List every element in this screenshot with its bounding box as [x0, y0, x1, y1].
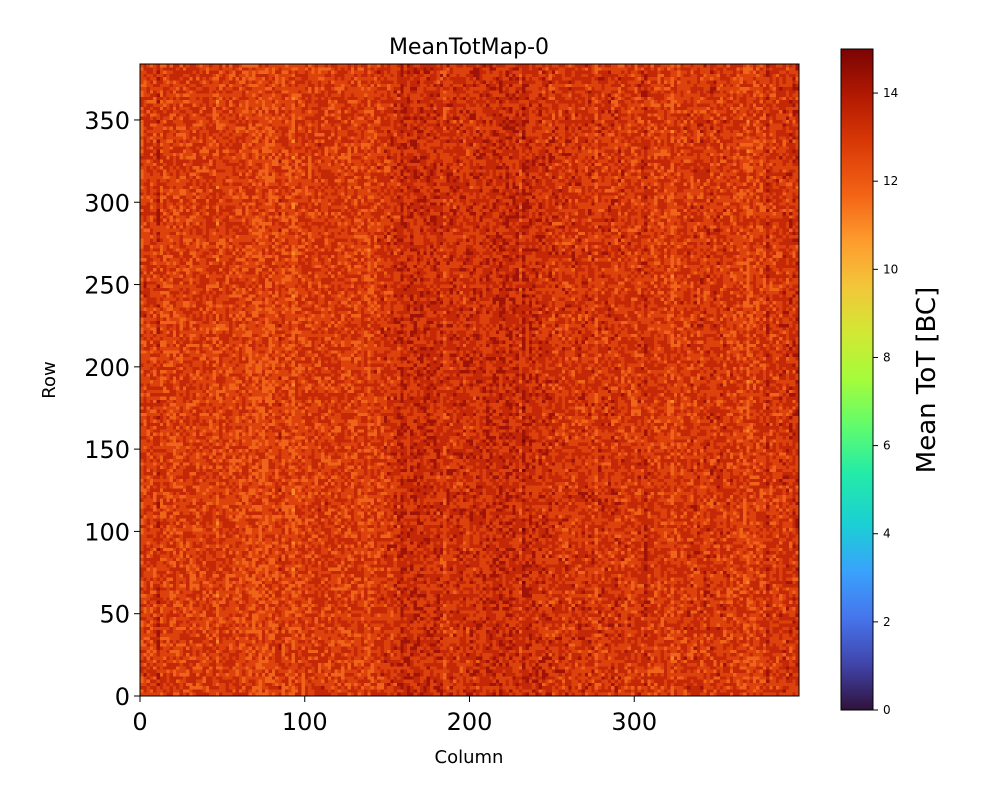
colorbar-tick-label: 8: [883, 350, 891, 364]
y-axis-ticks: 0 50 100 150 200 250 300 350: [84, 107, 140, 711]
y-tick-label: 100: [84, 518, 130, 546]
heatmap-cells: [140, 64, 799, 696]
colorbar-label: Mean ToT [BC]: [912, 287, 942, 473]
colorbar-tick-label: 10: [883, 262, 898, 276]
y-tick-label: 0: [115, 683, 130, 711]
colorbar-tick-label: 4: [883, 527, 891, 541]
colorbar-tick-label: 0: [883, 703, 891, 717]
y-tick-label: 250: [84, 272, 130, 300]
colorbar-tick-label: 6: [883, 439, 891, 453]
y-tick-label: 300: [84, 189, 130, 217]
y-tick-label: 200: [84, 354, 130, 382]
y-tick-label: 50: [99, 601, 130, 629]
x-tick-label: 300: [611, 708, 657, 736]
heatmap-image: [140, 64, 799, 696]
colorbar: [840, 48, 874, 711]
x-axis-label: Column: [435, 747, 504, 768]
y-tick-label: 350: [84, 107, 130, 135]
colorbar-tick-label: 2: [883, 615, 891, 629]
colorbar-tick-label: 12: [883, 174, 898, 188]
colorbar-tick-label: 14: [883, 86, 898, 100]
y-tick-label: 150: [84, 436, 130, 464]
y-axis-label: Row: [39, 361, 60, 398]
colorbar-ticks: 0 2 4 6 8 10 12 14: [873, 86, 898, 717]
x-tick-label: 0: [132, 708, 147, 736]
chart-title: MeanTotMap-0: [389, 35, 549, 60]
x-tick-label: 100: [282, 708, 328, 736]
x-axis-ticks: 0 100 200 300: [132, 696, 657, 736]
x-tick-label: 200: [447, 708, 493, 736]
